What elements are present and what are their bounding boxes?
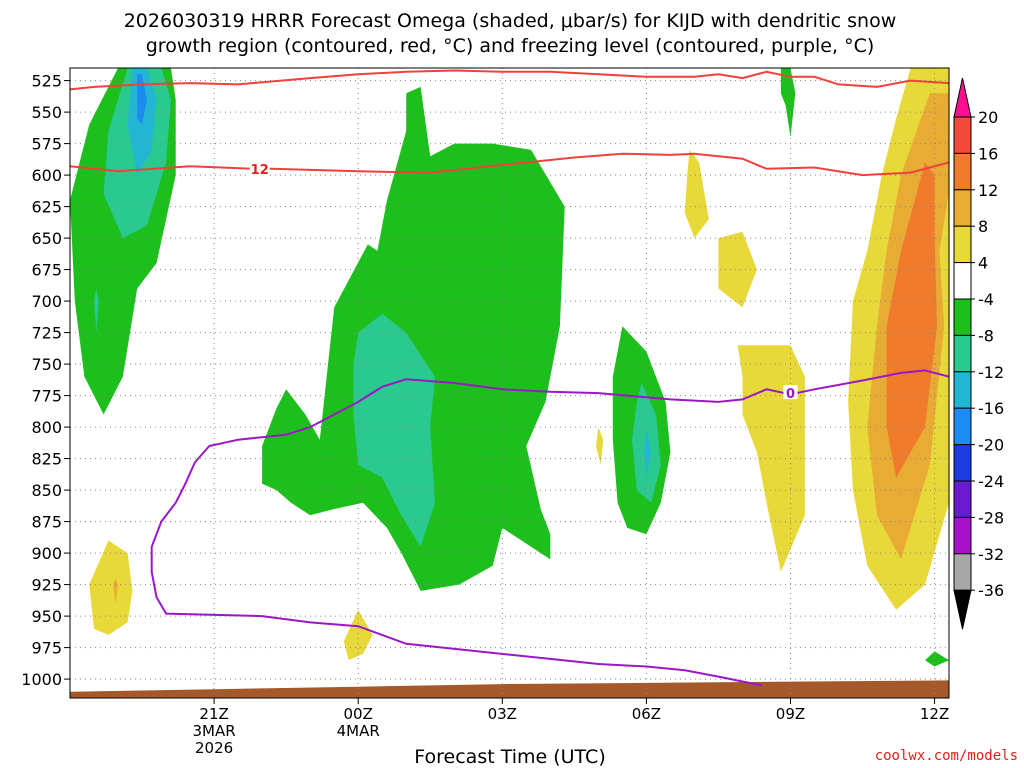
colorbar-segment-3	[953, 189, 972, 227]
y-tick-label-675: 675	[31, 261, 62, 280]
y-tick-label-900: 900	[31, 544, 62, 563]
x-tick-sublabel-00Z: 4MAR	[337, 722, 380, 740]
y-tick-label-550: 550	[31, 103, 62, 122]
y-tick-label-925: 925	[31, 576, 62, 595]
colorbar-segment-12	[953, 516, 972, 555]
terrain-layer	[70, 680, 949, 698]
dendritic-label-bg-red-lower	[249, 162, 270, 177]
x-tick-label-00Z: 00Z	[344, 705, 373, 723]
colorbar-segment-9	[953, 407, 972, 446]
omega-regions	[70, 68, 949, 667]
colorbar-segment-5	[953, 262, 972, 300]
colorbar-label-3: 8	[978, 217, 988, 236]
y-axis: 525 550 575 600 625 650 675 700 725 750 775 800 825 8…	[21, 72, 70, 689]
freezing-label-bg	[783, 385, 798, 400]
colorbar-label-9: -20	[978, 436, 1004, 455]
colorbar-label-6: -8	[978, 326, 994, 345]
x-tick-label-09Z: 09Z	[776, 705, 805, 723]
chart-title-line-1: 2026030319 HRRR Forecast Omega (shaded, …	[124, 10, 897, 32]
y-tick-label-950: 950	[31, 607, 62, 626]
omega-region-yellow-5	[718, 231, 757, 308]
credit-text: coolwx.com/models	[875, 748, 1018, 764]
colorbar-label-12: -32	[978, 545, 1004, 564]
x-tick-label-12Z: 12Z	[920, 705, 949, 723]
omega-region-teal-small	[94, 288, 99, 333]
omega-region-blue-1	[137, 74, 147, 125]
x-tick-label-21Z: 21Z	[199, 705, 228, 723]
colorbar-segment-7	[953, 334, 972, 373]
colorbar-segment-13	[953, 553, 972, 591]
chart-title-line-2: growth region (contoured, red, °C) and f…	[146, 35, 875, 57]
colorbar-segment-2	[953, 152, 972, 191]
omega-region-yellow-6	[737, 345, 805, 572]
y-tick-label-825: 825	[31, 450, 62, 469]
y-tick-label-625: 625	[31, 198, 62, 217]
terrain-ground	[70, 680, 949, 698]
y-tick-label-725: 725	[31, 324, 62, 343]
colorbar-top-triangle	[953, 77, 972, 118]
freezing-level-line	[150, 369, 949, 687]
colorbar-label-0: 20	[978, 108, 998, 127]
colorbar-label-8: -16	[978, 399, 1004, 418]
y-tick-label-1000: 1000	[21, 670, 62, 689]
colorbar-segment-1	[953, 116, 972, 154]
dendritic-line-red-upper	[70, 69, 949, 91]
omega-region-cyan-3	[644, 427, 652, 478]
colorbar: 20 16 12 8 4 -4 -8 -12 -16 -20 -24 -28 -32 -36	[953, 77, 1004, 630]
plot-frame	[69, 67, 950, 699]
freezing-level-label: 0	[786, 387, 795, 402]
y-tick-label-650: 650	[31, 229, 62, 248]
colorbar-label-1: 16	[978, 144, 998, 163]
x-tick-label-06Z: 06Z	[632, 705, 661, 723]
y-tick-label-850: 850	[31, 481, 62, 500]
colorbar-label-11: -28	[978, 508, 1004, 527]
y-tick-label-975: 975	[31, 639, 62, 658]
y-tick-label-875: 875	[31, 513, 62, 532]
x-tick-year-21Z: 2026	[195, 739, 233, 757]
y-tick-label-750: 750	[31, 355, 62, 374]
colorbar-segment-10	[953, 444, 972, 482]
y-tick-label-525: 525	[31, 72, 62, 91]
colorbar-segment-8	[953, 371, 972, 409]
colorbar-segment-6	[953, 298, 972, 336]
omega-region-green-5	[925, 651, 949, 667]
y-tick-label-800: 800	[31, 418, 62, 437]
omega-region-orange-1	[113, 578, 118, 604]
x-tick-label-03Z: 03Z	[488, 705, 517, 723]
dendritic-label-red-lower: 12	[251, 163, 269, 178]
colorbar-label-2: 12	[978, 181, 998, 200]
omega-region-orange-7	[886, 162, 937, 478]
colorbar-label-13: -36	[978, 581, 1004, 600]
omega-region-green-4	[780, 68, 796, 138]
colorbar-label-10: -24	[978, 472, 1004, 491]
colorbar-label-7: -12	[978, 363, 1004, 382]
omega-region-yellow-1	[89, 540, 133, 635]
y-tick-label-775: 775	[31, 387, 62, 406]
colorbar-segment-4	[953, 225, 972, 264]
omega-region-yellow-4	[684, 149, 709, 239]
omega-region-teal-2	[353, 313, 435, 547]
x-axis-label: Forecast Time (UTC)	[414, 746, 605, 768]
colorbar-bottom-triangle	[953, 589, 972, 630]
x-tick-sublabel-21Z: 3MAR	[193, 722, 236, 740]
omega-region-yellow-3	[596, 427, 604, 465]
grid-lines	[70, 68, 949, 698]
colorbar-segment-11	[953, 480, 972, 518]
y-tick-label-600: 600	[31, 166, 62, 185]
plot-area: 12 0 525 550 575 600 625 650 675 700 725 750 775 800…	[21, 67, 950, 757]
colorbar-label-5: -4	[978, 290, 994, 309]
contour-lines: 12 0	[70, 69, 949, 687]
omega-region-green-2	[262, 86, 565, 591]
y-tick-label-700: 700	[31, 292, 62, 311]
y-tick-label-575: 575	[31, 135, 62, 154]
colorbar-label-4: 4	[978, 254, 988, 273]
